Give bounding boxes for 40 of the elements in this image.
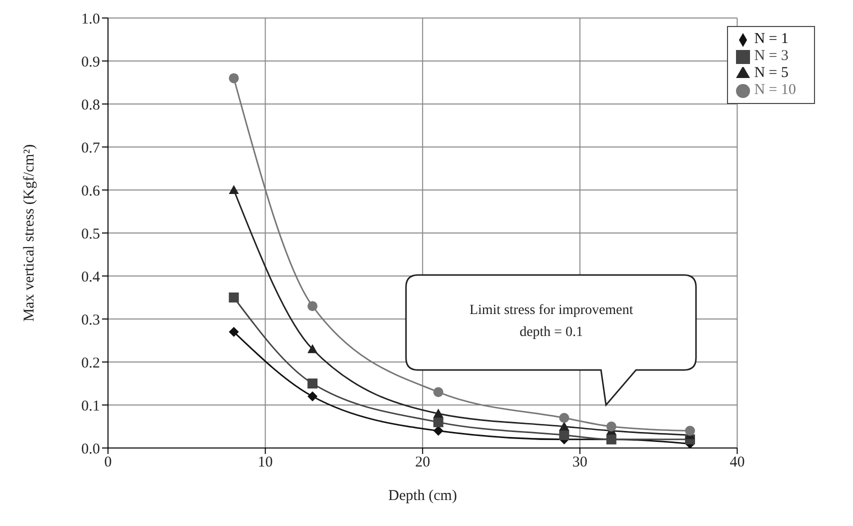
x-tick-label: 30 <box>572 454 588 471</box>
point <box>559 412 570 423</box>
x-tick-label: 10 <box>258 454 273 471</box>
point <box>433 408 444 418</box>
point <box>228 292 239 302</box>
point <box>433 426 444 436</box>
point <box>307 344 318 354</box>
y-tick-label: 0.3 <box>81 312 100 328</box>
y-tick-label: 0.9 <box>81 54 100 70</box>
legend-label: N = 10 <box>754 82 796 98</box>
point <box>559 430 570 440</box>
point <box>228 326 239 337</box>
legend-label: N = 5 <box>754 65 788 81</box>
y-tick-label: 0.4 <box>81 269 100 286</box>
y-axis-title: Max vertical stress (Kgf/cm²) <box>21 144 38 322</box>
point <box>307 391 318 402</box>
point <box>685 426 696 436</box>
legend-label: N = 3 <box>754 48 788 64</box>
y-tick-label: 0.6 <box>81 183 100 200</box>
point <box>228 73 239 84</box>
y-tick-label: 0.2 <box>81 355 100 372</box>
point <box>559 422 570 430</box>
point <box>228 185 239 194</box>
x-axis-title: Depth (cm) <box>388 488 457 504</box>
legend-label: N = 1 <box>754 31 788 47</box>
y-tick-label: 0.5 <box>81 226 100 242</box>
y-tick-label: 0.1 <box>81 398 100 414</box>
point <box>307 378 318 388</box>
point <box>433 387 444 398</box>
point <box>307 301 318 312</box>
x-tick-label: 20 <box>415 454 430 471</box>
y-tick-label: 0.8 <box>81 97 100 114</box>
point <box>606 422 616 432</box>
x-tick-label: 0 <box>104 454 112 471</box>
annotation: Limit stress for improvement depth = 0.1 <box>468 302 634 342</box>
y-tick-label: 0.0 <box>81 441 100 458</box>
point <box>433 417 444 428</box>
y-tick-label: 1.0 <box>81 11 100 28</box>
y-tick-label: 0.7 <box>81 140 100 156</box>
x-tick-label: 40 <box>730 454 745 471</box>
